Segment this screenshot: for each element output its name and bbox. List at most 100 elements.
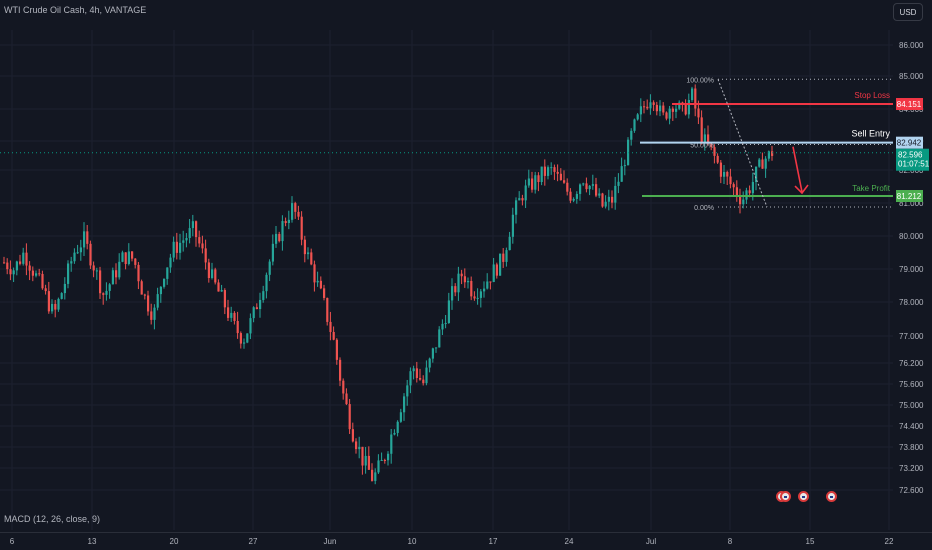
candle-body: [182, 240, 185, 243]
candle-body: [633, 119, 636, 131]
price-tick-label: 80.000: [899, 232, 924, 241]
candle-body: [399, 412, 402, 422]
candle-body: [163, 278, 166, 287]
candle-body: [534, 175, 537, 190]
candle-body: [729, 176, 732, 185]
candle-body: [569, 191, 572, 201]
candle-body: [28, 265, 31, 271]
candle-body: [227, 307, 230, 318]
candle-body: [140, 281, 143, 295]
symbol-title[interactable]: WTI Crude Oil Cash, 4h, VANTAGE: [4, 5, 147, 15]
candle-body: [668, 108, 671, 119]
candle-body: [396, 421, 399, 433]
candle-body: [153, 307, 156, 320]
candle-body: [559, 173, 562, 181]
candle-body: [345, 393, 348, 405]
candle-body: [198, 237, 201, 244]
price-tick-label: 72.600: [899, 486, 924, 495]
candle-body: [454, 286, 457, 293]
candle-body: [287, 219, 290, 224]
flag-icon[interactable]: [798, 491, 809, 502]
candle-body: [297, 211, 300, 217]
candle-body: [89, 243, 92, 266]
candle-body: [617, 181, 620, 186]
projection-arrow-head: [794, 184, 809, 195]
candle-body: [659, 105, 662, 112]
candle-body: [124, 252, 127, 265]
fib-level-label: 50.00%: [690, 142, 714, 149]
candle-body: [486, 281, 489, 289]
sell-entry-price-tag: [896, 136, 923, 149]
candle-body: [137, 264, 140, 282]
candle-body: [12, 270, 15, 275]
candle-body: [665, 112, 668, 119]
candle-body: [531, 178, 534, 190]
candle-body: [463, 276, 466, 283]
candle-body: [300, 216, 303, 240]
candle-body: [204, 248, 207, 263]
candle-body: [431, 348, 434, 359]
flag-icon[interactable]: [780, 491, 791, 502]
stop-loss-price: 84.151: [897, 100, 922, 109]
candle-body: [371, 469, 374, 481]
candle-body: [150, 311, 153, 320]
macd-indicator-label[interactable]: MACD (12, 26, close, 9): [4, 514, 101, 524]
candle-body: [598, 193, 601, 196]
candle-body: [127, 251, 130, 265]
candle-body: [460, 273, 463, 277]
price-tick-label: 77.000: [899, 332, 924, 341]
candle-body: [326, 297, 329, 322]
candle-body: [377, 460, 380, 473]
candle-body: [355, 441, 358, 450]
time-tick-label: 10: [408, 537, 417, 546]
price-tick-label: 86.000: [899, 41, 924, 50]
candle-body: [233, 312, 236, 321]
candle-body: [489, 281, 492, 283]
candle-body: [147, 295, 150, 312]
candle-body: [687, 100, 690, 115]
candle-body: [166, 267, 169, 279]
candle-body: [265, 274, 268, 292]
candle-body: [131, 251, 134, 259]
candle-body: [70, 261, 73, 264]
candle-body: [332, 331, 335, 340]
candle-body: [595, 184, 598, 196]
candle-body: [652, 102, 655, 105]
candle-body: [303, 239, 306, 255]
candle-body: [86, 231, 89, 244]
candle-body: [35, 273, 38, 276]
candle-body: [630, 130, 633, 140]
candle-body: [572, 198, 575, 201]
candle-body: [601, 193, 604, 207]
candle-body: [422, 379, 425, 384]
flag-icon[interactable]: [826, 491, 837, 502]
candle-body: [438, 329, 441, 348]
candle-body: [313, 264, 316, 283]
currency-button[interactable]: USD: [893, 3, 923, 21]
candle-body: [476, 297, 479, 299]
time-tick-label: 22: [885, 537, 894, 546]
candle-body: [159, 286, 162, 295]
candle-body: [527, 178, 530, 186]
candle-body: [323, 288, 326, 298]
candle-body: [268, 261, 271, 275]
candle-body: [185, 237, 188, 241]
candle-body: [284, 221, 287, 224]
candle-body: [675, 108, 678, 112]
candle-body: [374, 472, 377, 481]
candle-body: [6, 262, 9, 270]
price-tick-label: 75.000: [899, 401, 924, 410]
candle-body: [83, 231, 86, 248]
candle-body: [95, 270, 98, 272]
candle-body: [255, 307, 258, 310]
candle-body: [252, 307, 255, 319]
fib-level-label: 100.00%: [686, 77, 714, 84]
candle-body: [175, 241, 178, 253]
candle-body: [575, 193, 578, 199]
candle-body: [646, 106, 649, 109]
candle-body: [732, 184, 735, 188]
candle-body: [67, 263, 70, 284]
candle-body: [451, 286, 454, 301]
candle-body: [649, 102, 652, 109]
